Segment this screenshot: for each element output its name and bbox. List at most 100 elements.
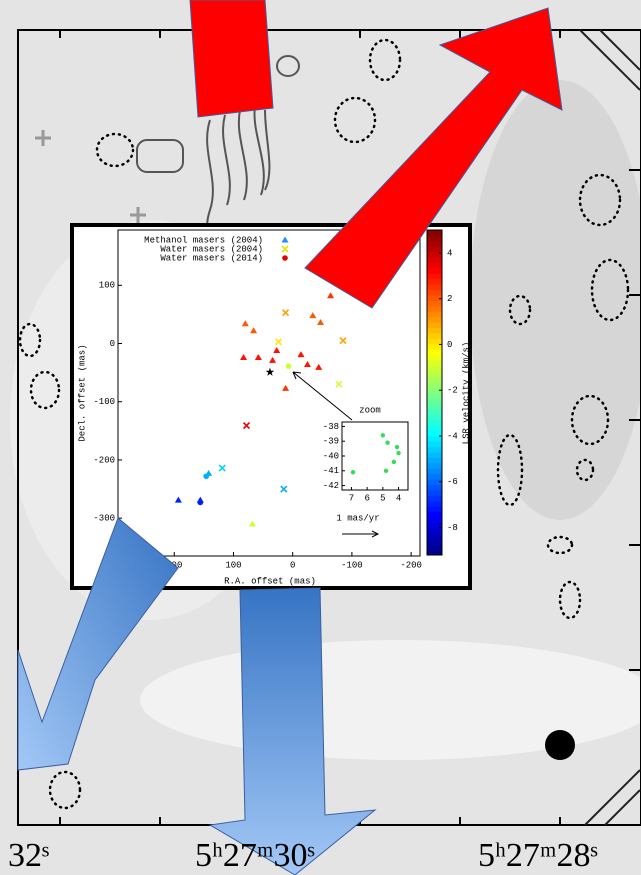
colorbar-segment	[427, 517, 442, 523]
colorbar-segment	[427, 230, 442, 236]
y-axis-label: Decl. offset (mas)	[77, 344, 87, 441]
x-tick-label: 0	[290, 560, 295, 570]
colorbar-segment	[427, 528, 442, 534]
inset-point	[395, 445, 399, 449]
colorbar-segment	[427, 463, 442, 469]
colorbar-segment	[427, 311, 442, 317]
colorbar-tick-label: 2	[447, 294, 452, 304]
colorbar-segment	[427, 322, 442, 328]
colorbar-segment	[427, 333, 442, 339]
colorbar-segment	[427, 512, 442, 518]
colorbar-segment	[427, 398, 442, 404]
x-axis-label: R.A. offset (mas)	[224, 576, 316, 586]
colorbar-tick-label: -4	[447, 431, 458, 441]
colorbar-segment	[427, 533, 442, 539]
x-tick-label: -100	[341, 560, 363, 570]
inset-x-tick-label: 4	[396, 493, 401, 503]
colorbar-segment	[427, 317, 442, 323]
inset-point	[351, 470, 355, 474]
ra-label: 5ʰ27ᵐ28ˢ	[478, 837, 598, 874]
colorbar-segment	[427, 284, 442, 290]
colorbar-tick-label: -2	[447, 386, 458, 396]
colorbar-segment	[427, 403, 442, 409]
inset-x-tick-label: 7	[349, 493, 354, 503]
y-tick-label: -200	[93, 455, 115, 465]
colorbar-segment	[427, 452, 442, 458]
dot-point	[282, 255, 288, 261]
inset-title: zoom	[359, 405, 381, 415]
colorbar-segment	[427, 474, 442, 480]
inset-point	[396, 451, 400, 455]
colorbar-segment	[427, 273, 442, 279]
colorbar-segment	[427, 235, 442, 241]
inset-y-tick-label: -38	[323, 422, 339, 432]
colorbar-segment	[427, 420, 442, 426]
colorbar-segment	[427, 306, 442, 312]
inset-point	[381, 433, 385, 437]
colorbar-segment	[427, 544, 442, 550]
colorbar-tick-label: -8	[447, 523, 458, 533]
inset-y-tick-label: -40	[323, 451, 339, 461]
colorbar-tick-label: 4	[447, 248, 452, 258]
y-tick-label: 0	[110, 339, 115, 349]
inset-y-tick-label: -39	[323, 437, 339, 447]
ra-label: 32ˢ	[8, 837, 49, 874]
inset-point	[392, 460, 396, 464]
inset-frame	[342, 422, 408, 490]
colorbar-segment	[427, 436, 442, 442]
y-tick-label: -100	[93, 397, 115, 407]
colorbar-segment	[427, 263, 442, 269]
colorbar-segment	[427, 355, 442, 361]
colorbar-segment	[427, 349, 442, 355]
colorbar-segment	[427, 485, 442, 491]
scale-label: 1 mas/yr	[336, 513, 379, 523]
colorbar-segment	[427, 257, 442, 263]
ra-label: 5ʰ27ᵐ30ˢ	[195, 837, 315, 874]
colorbar-segment	[427, 490, 442, 496]
colorbar-segment	[427, 468, 442, 474]
colorbar-segment	[427, 458, 442, 464]
inset-y-tick-label: -42	[323, 481, 339, 491]
colorbar-segment	[427, 328, 442, 334]
colorbar-segment	[427, 393, 442, 399]
inset-x-tick-label: 6	[364, 493, 369, 503]
colorbar-segment	[427, 279, 442, 285]
colorbar-segment	[427, 447, 442, 453]
legend-label: Water masers (2014)	[160, 253, 263, 263]
y-tick-label: 100	[99, 281, 115, 291]
star-marker: ★	[265, 363, 275, 381]
colorbar-segment	[427, 506, 442, 512]
colorbar-segment	[427, 495, 442, 501]
colorbar-label: LSR velocity (km/s)	[461, 342, 471, 445]
colorbar-segment	[427, 300, 442, 306]
colorbar-segment	[427, 414, 442, 420]
colorbar-tick-label: 0	[447, 340, 452, 350]
colorbar-segment	[427, 246, 442, 252]
inset-x-tick-label: 5	[380, 493, 385, 503]
colorbar-segment	[427, 409, 442, 415]
dot-point	[286, 363, 292, 369]
colorbar-segment	[427, 365, 442, 371]
x-tick-label: 100	[225, 560, 241, 570]
dot-point	[203, 473, 209, 479]
colorbar-segment	[427, 338, 442, 344]
x-tick-label: -200	[400, 560, 422, 570]
colorbar-segment	[427, 295, 442, 301]
colorbar-segment	[427, 425, 442, 431]
figure: R.A. offset (mas) Decl. offset (mas) LSR…	[0, 0, 641, 875]
inset-point	[384, 469, 388, 473]
colorbar-segment	[427, 268, 442, 274]
colorbar-segment	[427, 360, 442, 366]
colorbar-segment	[427, 501, 442, 507]
colorbar-segment	[427, 241, 442, 247]
dot-point	[198, 500, 204, 506]
colorbar-tick-label: -6	[447, 477, 458, 487]
colorbar-segment	[427, 441, 442, 447]
colorbar-segment	[427, 539, 442, 545]
colorbar-segment	[427, 382, 442, 388]
colorbar-segment	[427, 371, 442, 377]
inset-point	[385, 440, 389, 444]
colorbar-segment	[427, 430, 442, 436]
inset-y-tick-label: -41	[323, 466, 339, 476]
y-tick-label: -300	[93, 514, 115, 524]
